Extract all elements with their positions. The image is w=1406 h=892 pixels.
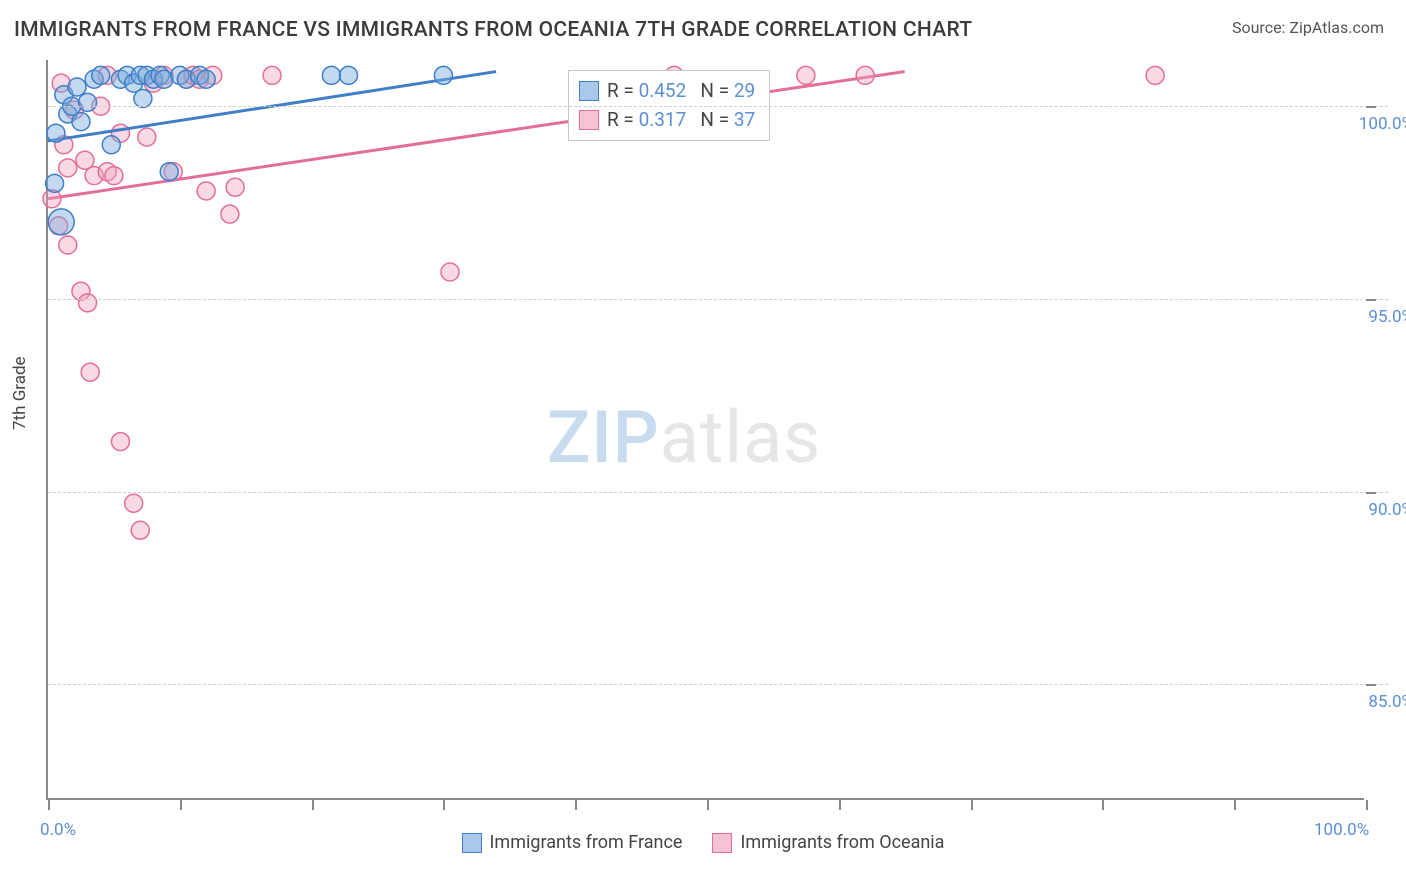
oceania-point — [111, 433, 129, 451]
oceania-point — [441, 263, 459, 281]
pink-swatch-icon — [712, 833, 732, 853]
x-tick — [839, 800, 841, 810]
plot-area: ZIPatlas R = 0.452 N = 29 R = 0.317 N = … — [46, 60, 1364, 800]
oceania-point — [59, 236, 77, 254]
oceania-point — [79, 294, 97, 312]
france-point — [102, 136, 120, 154]
legend-bottom-item: Immigrants from France — [462, 832, 683, 853]
y-tick — [1366, 684, 1376, 686]
france-point — [160, 163, 178, 181]
legend-bottom-label: Immigrants from France — [490, 832, 683, 853]
source-label: Source: — [1232, 18, 1289, 37]
chart-svg — [48, 60, 1364, 798]
france-point — [92, 66, 110, 84]
x-tick — [971, 800, 973, 810]
x-tick — [48, 800, 50, 810]
france-point — [68, 78, 86, 96]
x-tick — [575, 800, 577, 810]
oceania-point — [226, 178, 244, 196]
france-point — [340, 66, 358, 84]
gridline-h — [48, 492, 1388, 493]
legend-inset-text: R = 0.317 N = 37 — [607, 106, 755, 135]
france-point — [72, 113, 90, 131]
y-tick — [1366, 106, 1376, 108]
pink-swatch-icon — [579, 110, 599, 130]
france-point — [134, 90, 152, 108]
chart-title: IMMIGRANTS FROM FRANCE VS IMMIGRANTS FRO… — [14, 18, 972, 42]
oceania-point — [221, 205, 239, 223]
x-tick — [1366, 800, 1368, 810]
oceania-point — [131, 521, 149, 539]
gridline-h — [48, 299, 1388, 300]
x-tick — [1102, 800, 1104, 810]
oceania-point — [105, 167, 123, 185]
blue-swatch-icon — [462, 833, 482, 853]
oceania-point — [197, 182, 215, 200]
y-tick-label: 100.0% — [1344, 114, 1406, 134]
oceania-point — [59, 159, 77, 177]
y-tick-label: 90.0% — [1344, 500, 1406, 520]
france-point — [48, 209, 74, 235]
y-tick — [1366, 299, 1376, 301]
x-tick — [1234, 800, 1236, 810]
x-tick — [707, 800, 709, 810]
oceania-point — [125, 494, 143, 512]
legend-inset-row: R = 0.452 N = 29 — [579, 77, 755, 106]
blue-swatch-icon — [579, 81, 599, 101]
oceania-point — [797, 66, 815, 84]
legend-bottom-label: Immigrants from Oceania — [740, 832, 944, 853]
source-credit: Source: ZipAtlas.com — [1232, 18, 1384, 37]
gridline-h — [48, 684, 1388, 685]
y-tick-label: 85.0% — [1344, 692, 1406, 712]
y-tick-label: 95.0% — [1344, 307, 1406, 327]
france-point — [434, 66, 452, 84]
x-label-right: 100.0% — [1314, 820, 1369, 840]
x-tick — [312, 800, 314, 810]
y-axis-title: 7th Grade — [10, 356, 30, 430]
x-tick — [443, 800, 445, 810]
y-tick — [1366, 492, 1376, 494]
oceania-point — [263, 66, 281, 84]
france-point — [47, 124, 65, 142]
gridline-h — [48, 106, 1388, 107]
legend-inset-text: R = 0.452 N = 29 — [607, 77, 755, 106]
france-point — [46, 174, 64, 192]
oceania-point — [856, 66, 874, 84]
oceania-point — [138, 128, 156, 146]
x-tick — [180, 800, 182, 810]
france-point — [322, 66, 340, 84]
france-point — [197, 70, 215, 88]
legend-bottom: Immigrants from France Immigrants from Oc… — [0, 832, 1406, 853]
france-point — [155, 70, 173, 88]
france-point — [79, 93, 97, 111]
legend-bottom-item: Immigrants from Oceania — [712, 832, 944, 853]
x-label-left: 0.0% — [40, 820, 76, 840]
oceania-point — [81, 363, 99, 381]
legend-inset-row: R = 0.317 N = 37 — [579, 106, 755, 135]
chart-header: IMMIGRANTS FROM FRANCE VS IMMIGRANTS FRO… — [0, 0, 1406, 42]
oceania-point — [1146, 66, 1164, 84]
source-name: ZipAtlas.com — [1289, 18, 1384, 37]
